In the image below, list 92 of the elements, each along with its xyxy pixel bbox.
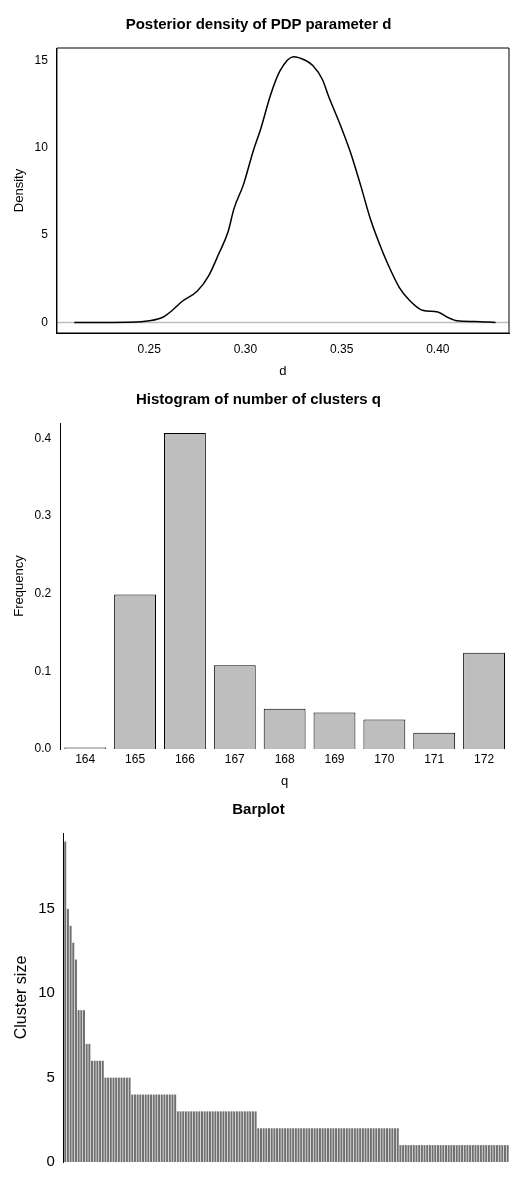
bar — [447, 1145, 450, 1162]
bar — [340, 1128, 343, 1162]
bar — [273, 1128, 276, 1162]
x-axis-title: q — [281, 772, 289, 788]
bar — [498, 1145, 501, 1162]
bar — [458, 1145, 461, 1162]
y-tick-label: 0 — [46, 1152, 55, 1170]
bar — [431, 1145, 434, 1162]
bar — [246, 1111, 249, 1162]
bar — [179, 1111, 182, 1162]
bar — [206, 1111, 209, 1162]
x-tick-label: 170 — [374, 751, 395, 766]
bar — [450, 1145, 453, 1162]
x-tick-label: 168 — [274, 751, 295, 766]
x-tick-label: 0.40 — [426, 341, 450, 356]
bar — [120, 1077, 123, 1162]
y-tick-label: 5 — [41, 227, 49, 242]
x-tick-label: 164 — [75, 751, 96, 766]
bar — [388, 1128, 391, 1162]
y-tick-label: 10 — [34, 139, 49, 154]
bar — [321, 1128, 324, 1162]
bar — [128, 1077, 131, 1162]
bar — [439, 1145, 442, 1162]
x-tick-label: 0.25 — [137, 341, 162, 356]
x-tick-label: 166 — [174, 751, 196, 766]
x-tick-label: 172 — [474, 751, 495, 766]
bar — [222, 1111, 225, 1162]
bar — [356, 1128, 359, 1162]
bar — [348, 1128, 351, 1162]
bar — [297, 1128, 300, 1162]
bar — [238, 1111, 241, 1162]
bar — [136, 1094, 139, 1162]
bar — [313, 1128, 316, 1162]
bar — [506, 1145, 509, 1162]
y-tick-label: 15 — [34, 52, 49, 67]
x-axis-title: d — [279, 362, 287, 378]
y-tick-label: 0 — [41, 314, 49, 329]
bar — [171, 1094, 174, 1162]
bar — [174, 1094, 177, 1162]
x-tick-label: 0.35 — [329, 341, 354, 356]
bar — [230, 1111, 233, 1162]
bar — [482, 1145, 485, 1162]
bar — [364, 1128, 367, 1162]
x-tick-label: 169 — [324, 751, 345, 766]
bar — [96, 1060, 99, 1162]
y-tick-label: 0.4 — [34, 430, 52, 445]
bar — [407, 1145, 410, 1162]
y-tick-label: 0.3 — [34, 508, 52, 523]
chart-title: Barplot — [232, 800, 285, 818]
bar — [415, 1145, 418, 1162]
y-axis-title: Cluster size — [12, 955, 30, 1040]
bar — [64, 841, 67, 1162]
bar — [466, 1145, 469, 1162]
bar — [490, 1145, 493, 1162]
bar — [265, 1128, 268, 1162]
x-tick-label: 167 — [224, 751, 246, 766]
bar — [155, 1094, 158, 1162]
y-axis-title: Density — [11, 168, 27, 213]
bar — [214, 1111, 217, 1162]
y-tick-label: 15 — [38, 899, 55, 917]
y-tick-label: 0.2 — [34, 586, 52, 601]
y-axis-title: Frequency — [11, 554, 27, 617]
bar — [187, 1111, 190, 1162]
bar — [372, 1128, 375, 1162]
bar — [203, 1111, 206, 1162]
bar — [391, 1128, 394, 1162]
x-tick-label: 171 — [424, 751, 445, 766]
bar — [423, 1145, 426, 1162]
bar — [324, 1128, 327, 1162]
bar — [281, 1128, 284, 1162]
bar — [305, 1128, 308, 1162]
y-tick-label: 10 — [38, 983, 55, 1001]
bar — [144, 1094, 147, 1162]
bar — [254, 1111, 257, 1162]
bar — [289, 1128, 292, 1162]
bar — [332, 1128, 335, 1162]
x-tick-label: 165 — [125, 751, 146, 766]
bar — [380, 1128, 383, 1162]
bar — [112, 1077, 115, 1162]
y-tick-label: 0.0 — [34, 741, 52, 756]
bar — [163, 1094, 166, 1162]
chart-title: Histogram of number of clusters q — [135, 390, 382, 408]
chart-title: Posterior density of PDP parameter d — [125, 15, 392, 33]
bar — [474, 1145, 477, 1162]
bar — [88, 1043, 91, 1162]
y-tick-label: 5 — [46, 1067, 55, 1085]
line-series — [73, 55, 497, 324]
y-tick-label: 0.1 — [34, 663, 52, 678]
x-tick-label: 0.30 — [233, 341, 258, 356]
bar — [147, 1094, 150, 1162]
bar — [262, 1128, 265, 1162]
bar — [195, 1111, 198, 1162]
